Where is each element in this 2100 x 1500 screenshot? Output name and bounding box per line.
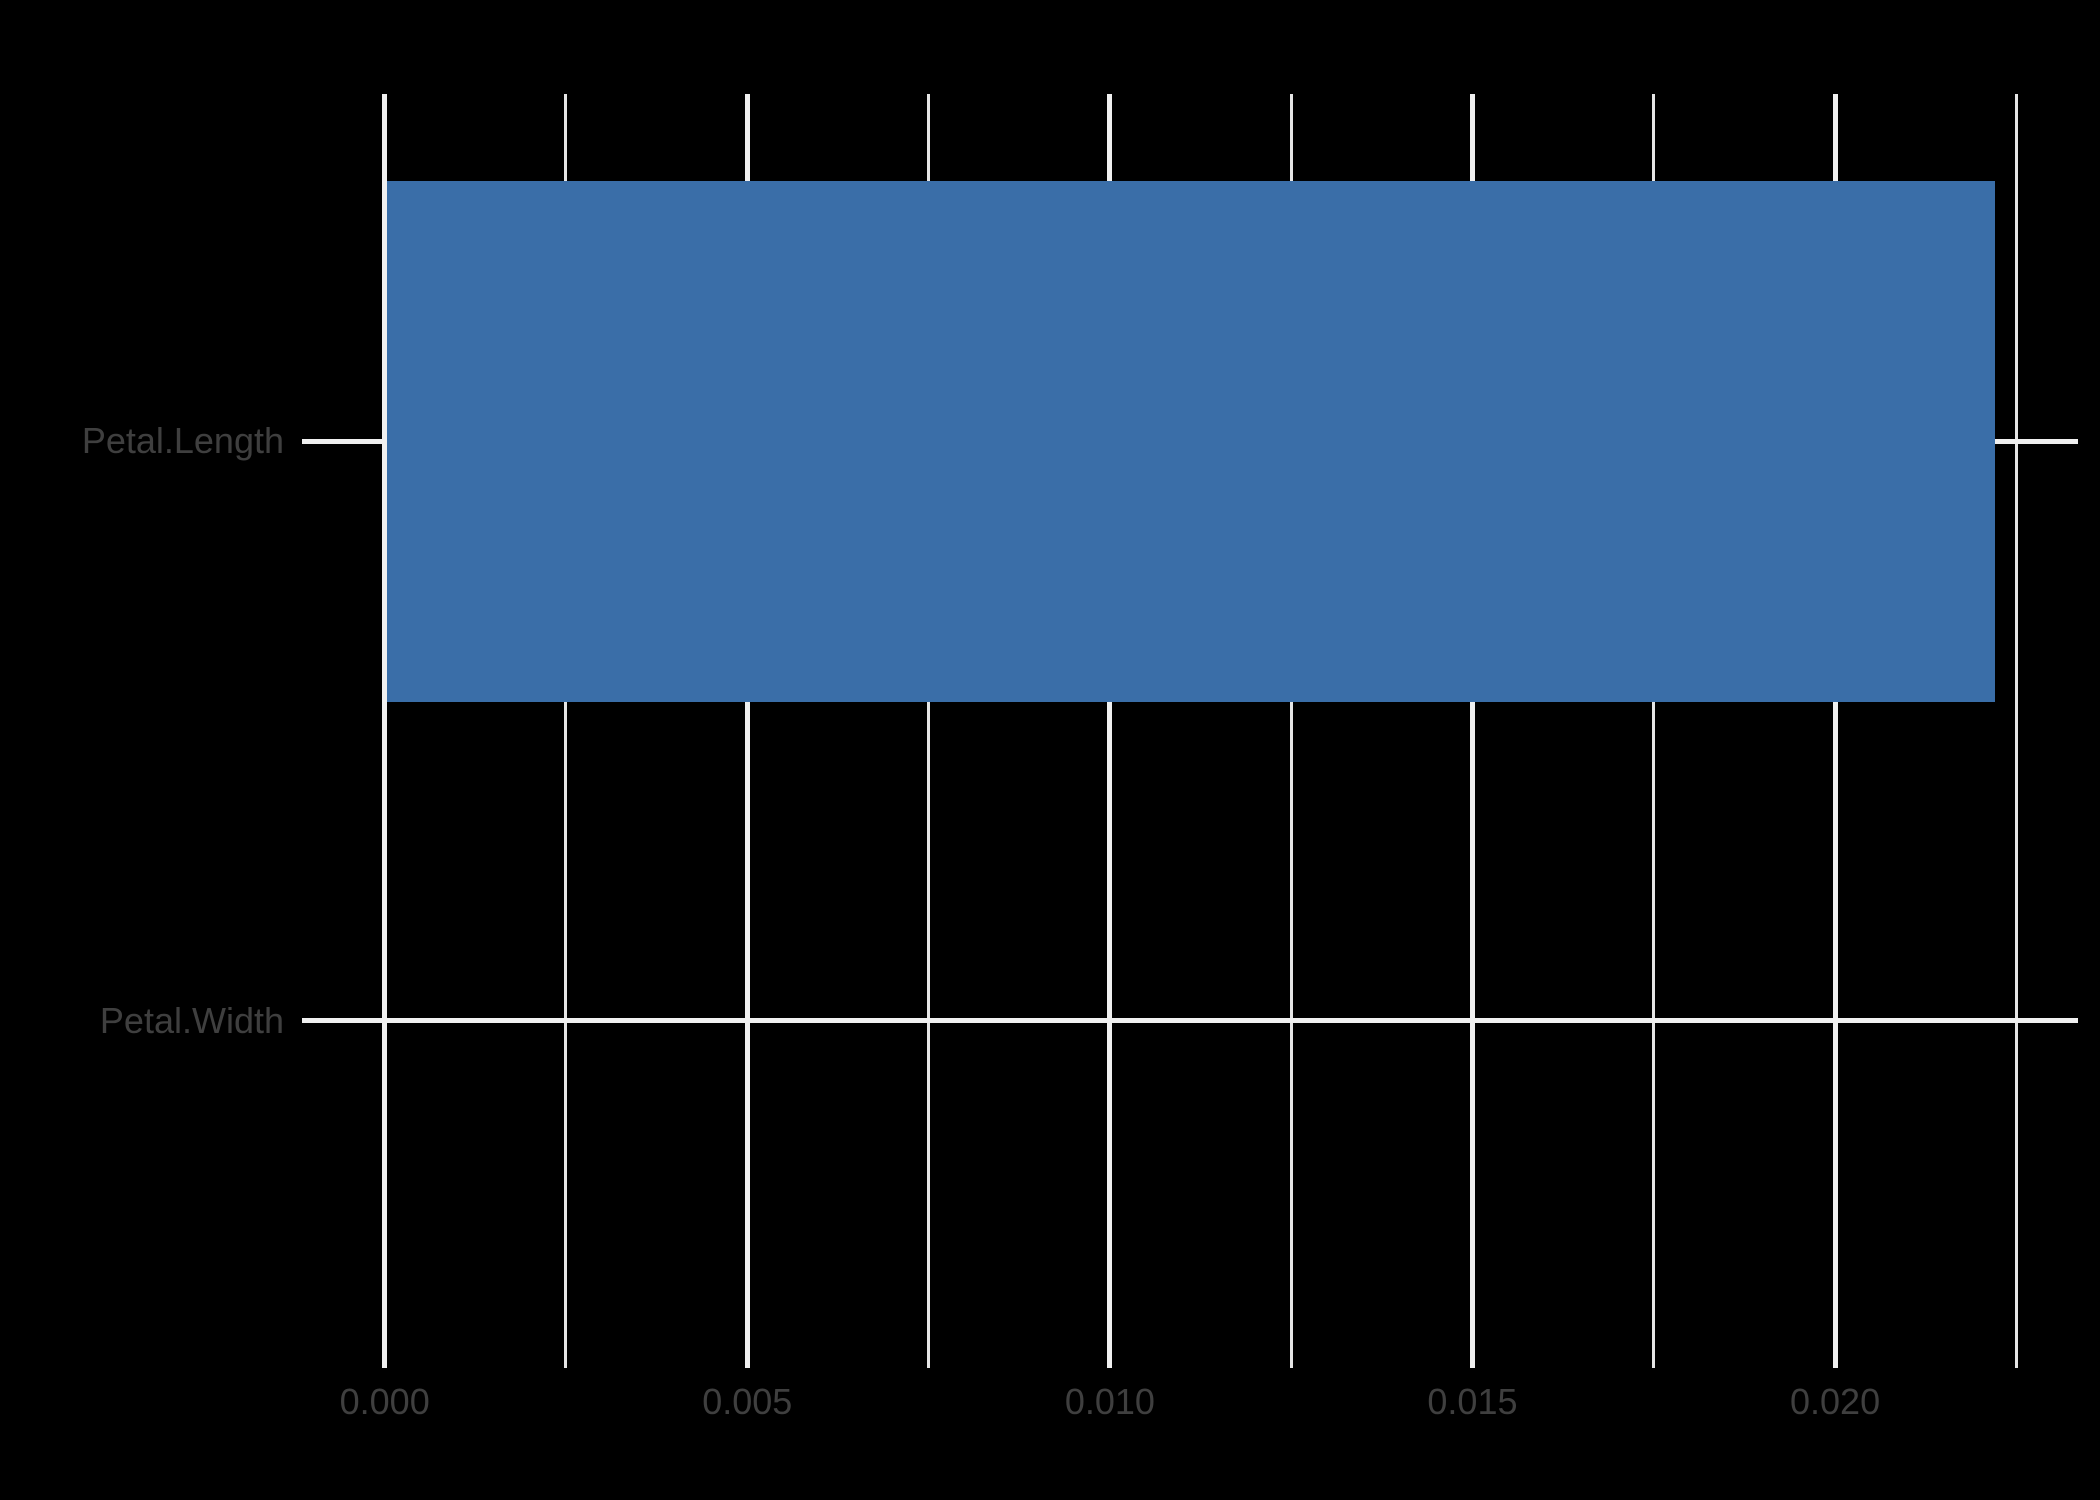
x-gridline-major <box>1107 94 1113 1368</box>
x-gridline-major <box>1469 94 1475 1368</box>
x-gridline-major <box>1832 94 1838 1368</box>
x-gridline-major <box>744 94 750 1368</box>
x-gridline-minor <box>1652 94 1656 1368</box>
x-gridline-major <box>382 94 388 1368</box>
bar-petal-length <box>387 180 1995 703</box>
x-gridline-minor <box>2014 94 2018 1368</box>
y-gridline-petal-width <box>302 1018 2078 1024</box>
x-axis-tick-label-2: 0.010 <box>1064 1381 1155 1422</box>
x-axis-tick-label-0: 0.000 <box>339 1381 430 1422</box>
x-axis-tick-label-1: 0.005 <box>702 1381 793 1422</box>
x-axis-tick-label-4: 0.020 <box>1790 1381 1881 1422</box>
x-gridline-minor <box>1289 94 1293 1368</box>
y-axis-label-petal-width: Petal.Width <box>99 999 284 1041</box>
y-axis-label-petal-length: Petal.Length <box>81 420 284 462</box>
x-gridline-minor <box>927 94 931 1368</box>
x-axis-tick-label-3: 0.015 <box>1427 1381 1518 1422</box>
x-gridline-minor <box>564 94 568 1368</box>
